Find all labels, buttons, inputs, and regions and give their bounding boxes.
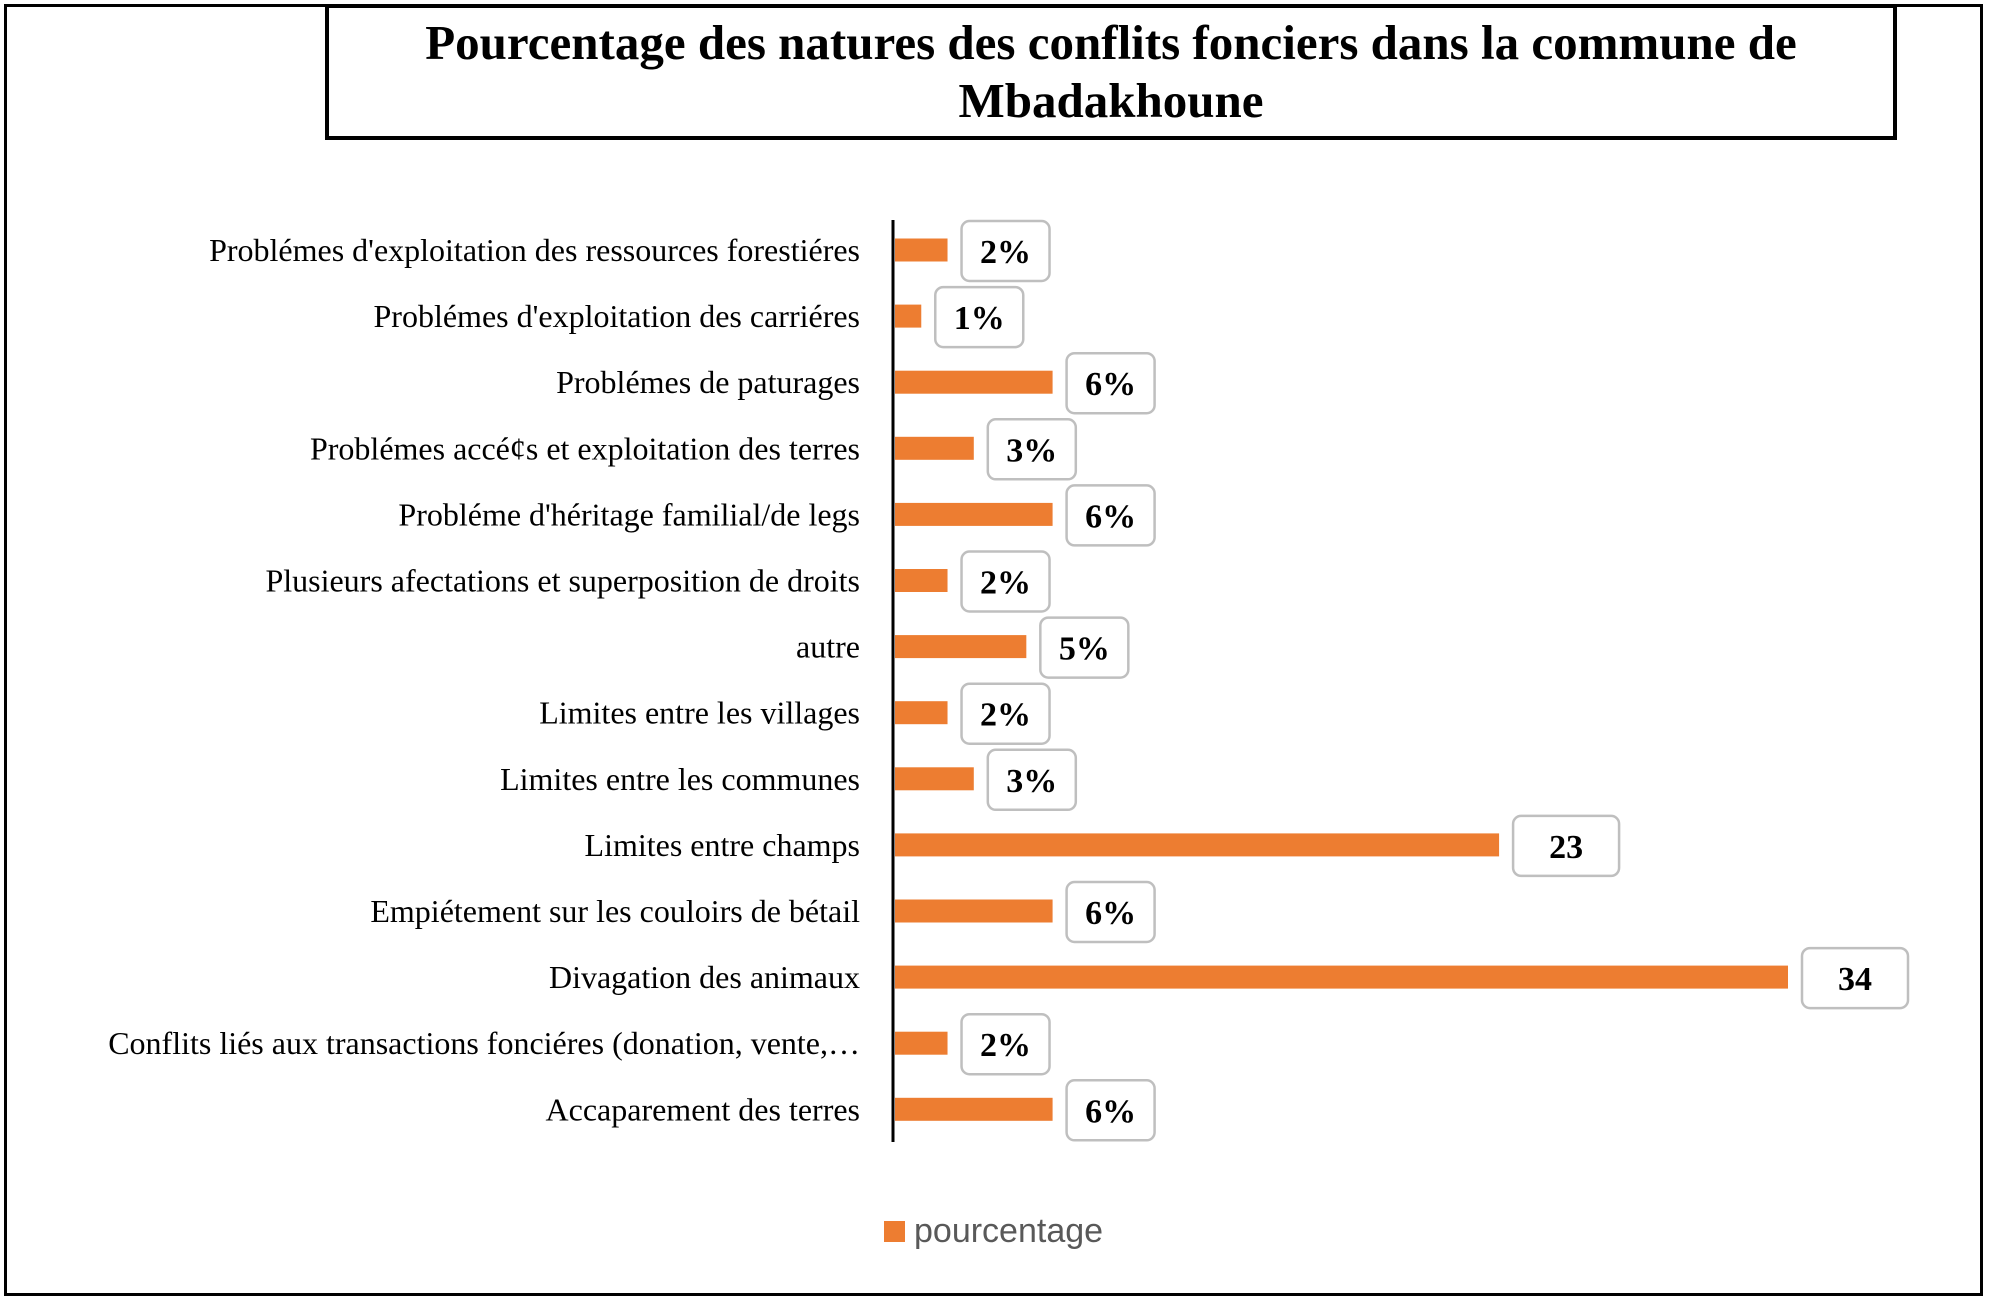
data-label-text: 3% bbox=[1006, 432, 1057, 469]
bar bbox=[895, 502, 1053, 526]
data-label-text: 6% bbox=[1085, 366, 1136, 403]
data-label-box bbox=[1800, 946, 1910, 1010]
data-label-box bbox=[1065, 1079, 1156, 1142]
data-label-text: 6% bbox=[1085, 1093, 1136, 1130]
bar bbox=[895, 833, 1500, 857]
data-label: 2% bbox=[960, 219, 1051, 283]
data-label-box bbox=[986, 748, 1078, 812]
data-label-text: 3% bbox=[1006, 763, 1057, 800]
category-label: Problémes d'exploitation des carriéres bbox=[374, 298, 861, 334]
bar bbox=[895, 304, 922, 328]
bar bbox=[895, 1097, 1053, 1121]
category-label: Problémes de paturages bbox=[556, 364, 860, 400]
bar bbox=[895, 569, 948, 592]
data-label: 2% bbox=[960, 550, 1051, 613]
legend-swatch bbox=[884, 1221, 905, 1242]
data-label: 23 bbox=[1511, 814, 1621, 878]
legend-label: pourcentage bbox=[914, 1212, 1103, 1250]
category-label: Empiétement sur les couloirs de bétail bbox=[370, 893, 860, 929]
bar bbox=[895, 238, 948, 262]
data-labels: 2% 1% 6% 3% 6% 2% 5% 2% 3% 23 6% 34 2% 6% bbox=[934, 219, 1910, 1142]
data-label-box bbox=[960, 1012, 1051, 1076]
data-label-box bbox=[1039, 616, 1130, 679]
data-label-text: 34 bbox=[1838, 961, 1872, 998]
data-label-box bbox=[960, 219, 1051, 283]
data-label: 1% bbox=[934, 285, 1025, 349]
data-label-text: 6% bbox=[1085, 895, 1136, 932]
data-label: 6% bbox=[1065, 880, 1156, 944]
data-label-text: 5% bbox=[1059, 631, 1110, 668]
category-label: Limites entre champs bbox=[585, 827, 860, 863]
data-label-box bbox=[934, 285, 1025, 349]
category-label: Divagation des animaux bbox=[549, 959, 860, 995]
bar bbox=[895, 370, 1053, 394]
data-label-box bbox=[1065, 351, 1156, 415]
bar bbox=[895, 1031, 948, 1055]
category-label: Conflits liés aux transactions fonciéres… bbox=[108, 1025, 860, 1061]
data-label-text: 23 bbox=[1549, 829, 1583, 866]
category-label: Limites entre les villages bbox=[539, 695, 860, 731]
bar bbox=[895, 635, 1027, 659]
data-label-text: 2% bbox=[980, 565, 1031, 602]
bar bbox=[895, 965, 1788, 989]
data-label: 5% bbox=[1039, 616, 1130, 679]
bar bbox=[895, 436, 974, 460]
data-label: 2% bbox=[960, 1012, 1051, 1076]
chart-title: Pourcentage des natures des conflits fon… bbox=[425, 15, 1797, 128]
data-label-box bbox=[986, 418, 1078, 481]
legend: pourcentage bbox=[884, 1212, 1103, 1250]
chart-title-box: Pourcentage des natures des conflits fon… bbox=[325, 4, 1897, 140]
data-label-box bbox=[1065, 484, 1156, 547]
category-label: Plusieurs afectations et superposition d… bbox=[265, 563, 860, 599]
bars-layer bbox=[895, 238, 1788, 1121]
data-label-box bbox=[1511, 814, 1621, 878]
data-label-box bbox=[960, 682, 1051, 745]
category-label: Limites entre les communes bbox=[500, 761, 860, 797]
category-label: Accaparement des terres bbox=[546, 1091, 860, 1127]
data-label-box bbox=[960, 550, 1051, 613]
data-label: 3% bbox=[986, 418, 1078, 481]
data-label: 3% bbox=[986, 748, 1078, 812]
data-label: 6% bbox=[1065, 1079, 1156, 1142]
category-labels: Problémes d'exploitation des ressources … bbox=[108, 232, 860, 1127]
category-label: Problémes d'exploitation des ressources … bbox=[209, 232, 860, 268]
data-label-text: 2% bbox=[980, 234, 1031, 271]
bar bbox=[895, 899, 1053, 923]
data-label-text: 2% bbox=[980, 697, 1031, 734]
category-label: Problémes accé¢s et exploitation des ter… bbox=[310, 430, 860, 466]
data-label: 34 bbox=[1800, 946, 1910, 1010]
data-label-text: 2% bbox=[980, 1027, 1031, 1064]
data-label: 2% bbox=[960, 682, 1051, 745]
bar bbox=[895, 767, 974, 791]
data-label-text: 6% bbox=[1085, 498, 1136, 535]
category-label: autre bbox=[796, 629, 860, 665]
category-label: Probléme d'héritage familial/de legs bbox=[398, 496, 860, 532]
data-label: 6% bbox=[1065, 351, 1156, 415]
data-label-box bbox=[1065, 880, 1156, 944]
bar bbox=[895, 701, 948, 725]
data-label-text: 1% bbox=[954, 300, 1005, 337]
data-label: 6% bbox=[1065, 484, 1156, 547]
